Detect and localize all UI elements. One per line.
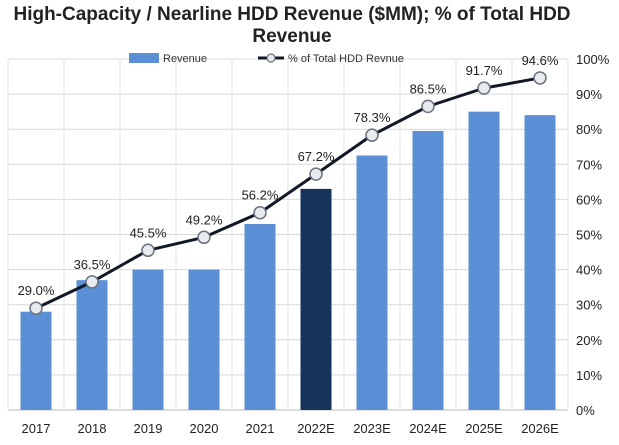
bar-2023E (356, 155, 388, 410)
line-points (29, 71, 547, 315)
point-2017 (29, 301, 43, 315)
x-tick-2023E: 2023E (353, 421, 391, 436)
y-tick-10%: 10% (576, 368, 602, 383)
y-tick-40%: 40% (576, 263, 602, 278)
point-2020 (197, 230, 211, 245)
x-tick-2021: 2021 (246, 421, 275, 436)
data-label-2025E: 91.7% (466, 63, 503, 78)
bar-series (20, 111, 556, 411)
bar-2020 (188, 269, 220, 410)
y-tick-20%: 20% (576, 333, 602, 348)
bar-2022E (300, 188, 332, 410)
line-path (35, 76, 541, 310)
bar-2019 (132, 269, 164, 410)
x-tick-2018: 2018 (78, 421, 107, 436)
line-series (35, 76, 541, 310)
point-2019 (141, 243, 155, 258)
data-label-2018: 36.5% (74, 257, 111, 272)
data-labels: 29.0% 36.5% 45.5% 49.2% 56.2% 67.2% 78.3% 86.5%… (18, 53, 559, 298)
data-label-2024E: 86.5% (410, 81, 447, 96)
y-tick-70%: 70% (576, 157, 602, 172)
bar-2018 (76, 280, 108, 410)
bar-2026E (524, 115, 556, 410)
x-tick-2020: 2020 (190, 421, 219, 436)
legend-bar-swatch (129, 53, 159, 63)
point-2018 (85, 275, 99, 289)
data-label-2017: 29.0% (18, 283, 55, 298)
x-axis-ticks: 2017 2018 2019 2020 2021 2022E 2023E 2024E 2025E… (22, 421, 560, 436)
point-2025E (477, 81, 491, 95)
y-tick-50%: 50% (576, 228, 602, 243)
x-tick-2017: 2017 (22, 421, 51, 436)
x-tick-2025E: 2025E (465, 421, 503, 436)
y-tick-100%: 100% (576, 52, 610, 67)
data-label-2023E: 78.3% (354, 110, 391, 125)
y-tick-30%: 30% (576, 298, 602, 313)
legend: Revenue % of Total HDD Revnue (129, 53, 404, 65)
legend-bar-label: Revenue (163, 53, 207, 65)
y-tick-60%: 60% (576, 192, 602, 207)
data-label-2019: 45.5% (130, 225, 167, 240)
x-tick-2022E: 2022E (297, 421, 335, 436)
x-tick-2024E: 2024E (409, 421, 447, 436)
point-2024E (421, 99, 435, 114)
bar-2024E (412, 130, 444, 410)
legend-line-label: % of Total HDD Revnue (288, 53, 404, 65)
y-tick-90%: 90% (576, 87, 602, 102)
data-label-2021: 56.2% (242, 188, 279, 203)
chart-title-line-2: Revenue (252, 26, 332, 47)
bar-2025E (468, 111, 500, 411)
chart-title-line-1: High-Capacity / Nearline HDD Revenue ($M… (13, 4, 571, 25)
point-2022E (309, 167, 323, 181)
data-label-2026E: 94.6% (522, 53, 559, 68)
bar-2021 (244, 223, 276, 410)
data-label-2022E: 67.2% (298, 149, 335, 164)
data-label-2020: 49.2% (186, 212, 223, 227)
x-tick-2019: 2019 (134, 421, 163, 436)
point-2026E (533, 71, 547, 85)
x-tick-2026E: 2026E (521, 421, 559, 436)
bar-2017 (20, 311, 52, 410)
y-axis-ticks: 0% 10% 20% 30% 40% 50% 60% 70% 80% 90% 100% (576, 52, 610, 418)
chart-title: High-Capacity / Nearline HDD Revenue ($M… (0, 4, 584, 48)
legend-line-marker (266, 53, 276, 63)
point-2023E (365, 128, 379, 142)
y-tick-80%: 80% (576, 122, 602, 137)
y-tick-0%: 0% (576, 403, 595, 418)
point-2021 (253, 205, 267, 220)
